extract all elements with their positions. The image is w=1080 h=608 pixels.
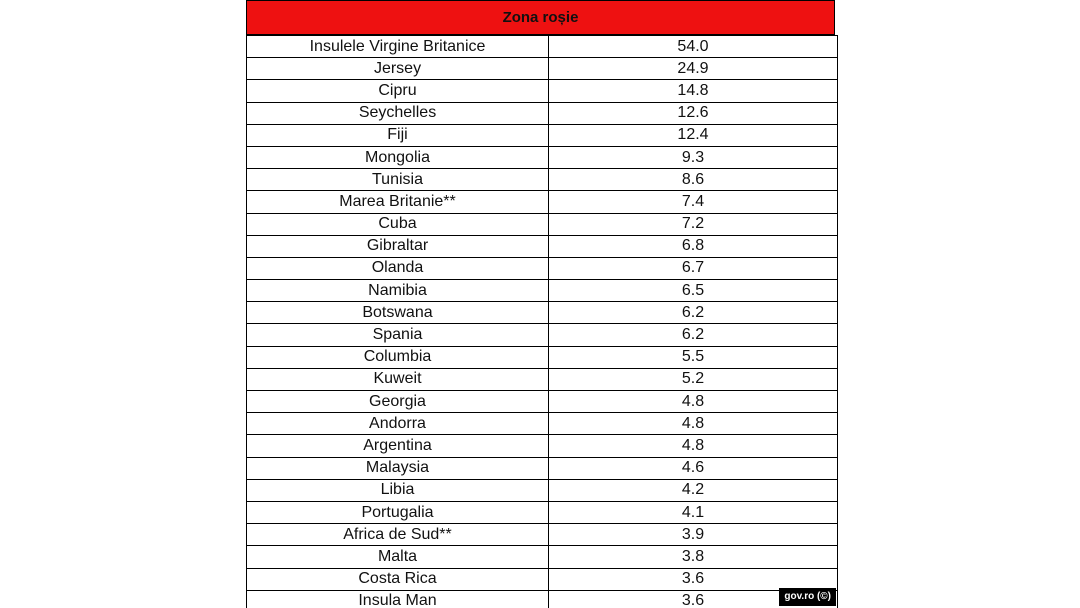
table-row: Fiji 12.4 bbox=[246, 123, 838, 147]
value-cell: 4.8 bbox=[548, 412, 838, 436]
table-row: Africa de Sud** 3.9 bbox=[246, 523, 838, 547]
value-cell: 12.4 bbox=[548, 123, 838, 147]
country-cell: Namibia bbox=[246, 279, 549, 303]
country-cell: Insula Man bbox=[246, 589, 549, 608]
red-zone-sheet: Zona roșie Insulele Virgine Britanice 54.… bbox=[246, 0, 838, 608]
table-row: Olanda 6.7 bbox=[246, 256, 838, 281]
country-cell: Olanda bbox=[246, 256, 549, 281]
value-cell: 14.8 bbox=[548, 79, 838, 103]
table-row: Costa Rica 3.6 bbox=[246, 567, 838, 591]
table-row: Insulele Virgine Britanice 54.0 bbox=[246, 34, 838, 59]
country-cell: Andorra bbox=[246, 412, 549, 436]
value-cell: 9.3 bbox=[548, 145, 838, 170]
country-cell: Portugalia bbox=[246, 500, 549, 525]
country-cell: Fiji bbox=[246, 123, 549, 147]
country-cell: Malaysia bbox=[246, 456, 549, 480]
country-cell: Malta bbox=[246, 545, 549, 569]
table-row: Botswana 6.2 bbox=[246, 301, 838, 325]
value-cell: 4.8 bbox=[548, 389, 838, 414]
table-row: Cipru 14.8 bbox=[246, 79, 838, 103]
country-cell: Marea Britanie** bbox=[246, 190, 549, 214]
table-row: Marea Britanie** 7.4 bbox=[246, 190, 838, 214]
table-row: Spania 6.2 bbox=[246, 323, 838, 347]
value-cell: 12.6 bbox=[548, 101, 838, 125]
country-cell: Insulele Virgine Britanice bbox=[246, 34, 549, 59]
country-cell: Seychelles bbox=[246, 101, 549, 125]
country-cell: Jersey bbox=[246, 57, 549, 81]
value-cell: 24.9 bbox=[548, 57, 838, 81]
value-cell: 6.7 bbox=[548, 256, 838, 281]
value-cell: 7.2 bbox=[548, 212, 838, 236]
country-cell: Kuweit bbox=[246, 367, 549, 392]
table-row: Malta 3.8 bbox=[246, 545, 838, 569]
value-cell: 6.2 bbox=[548, 323, 838, 347]
country-cell: Africa de Sud** bbox=[246, 523, 549, 547]
value-cell: 54.0 bbox=[548, 34, 838, 59]
value-cell: 4.6 bbox=[548, 456, 838, 480]
image-credit: gov.ro (©) bbox=[779, 588, 836, 606]
country-cell: Spania bbox=[246, 323, 549, 347]
table-row: Jersey 24.9 bbox=[246, 57, 838, 81]
value-cell: 5.2 bbox=[548, 367, 838, 392]
table-row: Kuweit 5.2 bbox=[246, 367, 838, 392]
country-cell: Cipru bbox=[246, 79, 549, 103]
value-cell: 7.4 bbox=[548, 190, 838, 214]
value-cell: 4.8 bbox=[548, 434, 838, 458]
table-row: Namibia 6.5 bbox=[246, 279, 838, 303]
table-row: Portugalia 4.1 bbox=[246, 500, 838, 525]
table-row: Mongolia 9.3 bbox=[246, 145, 838, 170]
table-row: Andorra 4.8 bbox=[246, 412, 838, 436]
value-cell: 8.6 bbox=[548, 168, 838, 192]
table-row: Insula Man 3.6 bbox=[246, 589, 838, 608]
value-cell: 4.1 bbox=[548, 500, 838, 525]
table-row: Georgia 4.8 bbox=[246, 389, 838, 414]
country-cell: Columbia bbox=[246, 345, 549, 369]
value-cell: 6.8 bbox=[548, 234, 838, 258]
table-row: Cuba 7.2 bbox=[246, 212, 838, 236]
country-cell: Mongolia bbox=[246, 145, 549, 170]
value-cell: 3.8 bbox=[548, 545, 838, 569]
table-row: Tunisia 8.6 bbox=[246, 168, 838, 192]
table-row: Libia 4.2 bbox=[246, 478, 838, 502]
value-cell: 3.6 bbox=[548, 567, 838, 591]
value-cell: 6.5 bbox=[548, 279, 838, 303]
value-cell: 3.6 bbox=[548, 589, 838, 608]
red-zone-table: Insulele Virgine Britanice 54.0 Jersey 24.9… bbox=[246, 34, 838, 608]
country-cell: Costa Rica bbox=[246, 567, 549, 591]
table-row: Seychelles 12.6 bbox=[246, 101, 838, 125]
table-row: Argentina 4.8 bbox=[246, 434, 838, 458]
country-cell: Georgia bbox=[246, 389, 549, 414]
country-cell: Libia bbox=[246, 478, 549, 502]
value-cell: 3.9 bbox=[548, 523, 838, 547]
country-cell: Tunisia bbox=[246, 168, 549, 192]
country-cell: Argentina bbox=[246, 434, 549, 458]
country-cell: Gibraltar bbox=[246, 234, 549, 258]
table-row: Gibraltar 6.8 bbox=[246, 234, 838, 258]
table-row: Malaysia 4.6 bbox=[246, 456, 838, 480]
table-header: Zona roșie bbox=[246, 0, 835, 35]
value-cell: 4.2 bbox=[548, 478, 838, 502]
value-cell: 6.2 bbox=[548, 301, 838, 325]
table-row: Columbia 5.5 bbox=[246, 345, 838, 369]
country-cell: Botswana bbox=[246, 301, 549, 325]
value-cell: 5.5 bbox=[548, 345, 838, 369]
country-cell: Cuba bbox=[246, 212, 549, 236]
table-body: Insulele Virgine Britanice 54.0 Jersey 24.9… bbox=[246, 34, 838, 608]
